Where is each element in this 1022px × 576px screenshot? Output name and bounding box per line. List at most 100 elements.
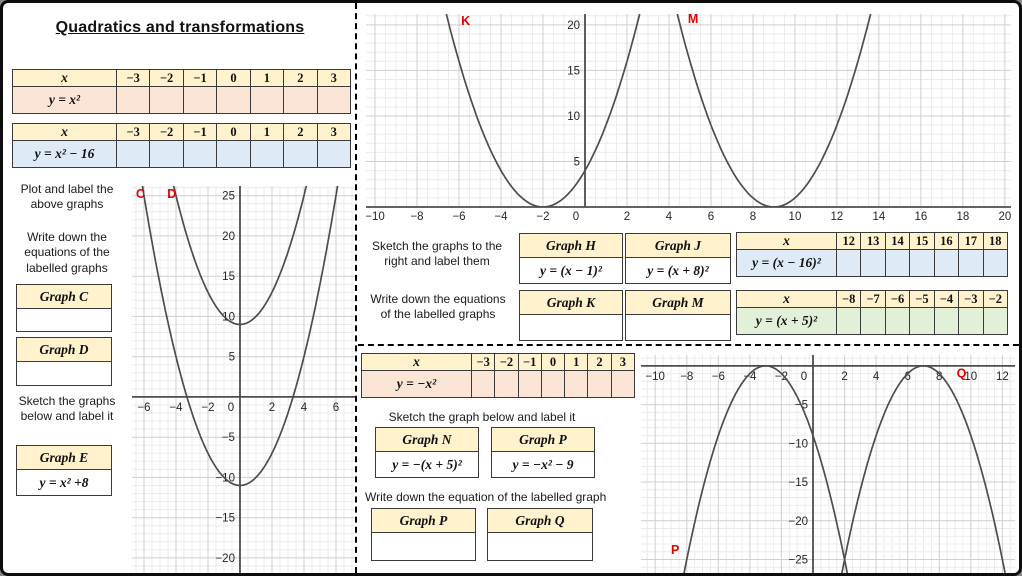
table-variable-header: x <box>12 69 117 87</box>
graph-m-box: Graph M <box>625 290 731 341</box>
table-x-value: 17 <box>958 232 984 250</box>
svg-text:10: 10 <box>567 111 580 123</box>
table-y-equals-x-squared-minus-16: x −3 −2 −1 0 1 2 3 y = x² − 16 <box>12 123 352 168</box>
svg-text:8: 8 <box>750 211 756 223</box>
graph-q-box: Graph Q <box>487 508 593 561</box>
table-answer-cell <box>982 307 1009 335</box>
table-equation-label: y = x² <box>12 86 117 114</box>
svg-text:−15: −15 <box>788 477 808 489</box>
table-answer-cell <box>316 140 352 168</box>
table-answer-cell <box>470 370 496 398</box>
svg-text:−2: −2 <box>536 211 549 223</box>
table-x-value: 1 <box>249 123 285 141</box>
table-answer-cell <box>564 370 589 398</box>
table-answer-cell <box>884 249 911 277</box>
graph-n-box-equation: y = −(x + 5)² <box>376 452 478 477</box>
table-x-value: −3 <box>115 69 151 87</box>
svg-text:−6: −6 <box>712 371 725 383</box>
svg-text:15: 15 <box>567 65 580 77</box>
graph-j-box: Graph J y = (x + 8)² <box>625 233 731 284</box>
table-x-value: 2 <box>283 123 318 141</box>
table-answer-cell <box>933 249 960 277</box>
svg-text:25: 25 <box>222 191 235 203</box>
svg-text:−15: −15 <box>215 513 235 525</box>
table-equation-label: y = (x − 16)² <box>736 249 837 277</box>
table-answer-cell <box>149 140 184 168</box>
table-x-value: −3 <box>958 290 984 308</box>
svg-text:20: 20 <box>999 211 1011 223</box>
graph-p-answer-box-answer <box>372 533 475 560</box>
table-y-equals-x-plus-5-squared: x −8 −7 −6 −5 −4 −3 −2 y = (x + 5)² <box>736 290 1009 335</box>
graph-e-box-title: Graph E <box>17 446 111 470</box>
table-x-value: −4 <box>933 290 960 308</box>
graph-d-box: Graph D <box>16 337 112 386</box>
table-answer-cell <box>909 249 935 277</box>
svg-text:2: 2 <box>624 211 630 223</box>
table-answer-cell <box>909 307 935 335</box>
table-y-equals-x-squared: x −3 −2 −1 0 1 2 3 y = x² <box>12 69 352 114</box>
graph-c-box-answer <box>17 309 111 331</box>
graph-k-box: Graph K <box>519 290 623 341</box>
table-answer-cell <box>587 370 612 398</box>
svg-text:0: 0 <box>573 211 579 223</box>
svg-text:2: 2 <box>841 371 847 383</box>
graph-p-sketch-box-title: Graph P <box>492 428 594 452</box>
instruction-write-equation-bottom: Write down the equation of the labelled … <box>365 490 607 504</box>
svg-text:−4: −4 <box>743 371 757 383</box>
svg-text:Q: Q <box>957 366 967 380</box>
table-x-value: 2 <box>283 69 318 87</box>
svg-text:15: 15 <box>222 271 235 283</box>
table-answer-cell <box>149 86 184 114</box>
svg-text:−8: −8 <box>410 211 423 223</box>
graph-m-box-answer <box>626 315 730 340</box>
graph-km-plot: −10 −8 −6 −4 −2 0 2 4 6 8 10 12 14 16 18 20 5 10 15 20 K M <box>365 12 1011 224</box>
table-equation-label: y = −x² <box>361 370 472 398</box>
svg-text:−4: −4 <box>494 211 508 223</box>
graph-n-box: Graph N y = −(x + 5)² <box>375 427 479 478</box>
worksheet-title: Quadratics and transformations <box>55 19 305 36</box>
table-x-value: 1 <box>564 353 589 371</box>
graph-h-box: Graph H y = (x − 1)² <box>519 233 623 284</box>
svg-text:−6: −6 <box>137 402 150 414</box>
svg-text:K: K <box>461 14 470 28</box>
table-x-value: 13 <box>860 232 886 250</box>
instruction-write-equations-mid: Write down the equations of the labelled… <box>370 292 506 322</box>
table-x-value: 1 <box>249 69 285 87</box>
table-x-value: −2 <box>982 290 1009 308</box>
table-variable-header: x <box>736 290 837 308</box>
table-answer-cell <box>249 140 285 168</box>
horizontal-divider <box>358 344 1019 346</box>
svg-text:6: 6 <box>708 211 714 223</box>
svg-text:8: 8 <box>936 371 942 383</box>
svg-text:C: C <box>136 187 145 201</box>
table-answer-cell <box>249 86 285 114</box>
svg-text:6: 6 <box>333 402 339 414</box>
svg-text:−8: −8 <box>680 371 693 383</box>
graph-h-box-title: Graph H <box>520 234 622 258</box>
table-answer-cell <box>884 307 911 335</box>
table-answer-cell <box>835 249 862 277</box>
table-answer-cell <box>517 370 542 398</box>
svg-text:−10: −10 <box>788 438 808 450</box>
table-y-equals-negative-x-squared: x −3 −2 −1 0 1 2 3 y = −x² <box>361 353 636 398</box>
svg-text:16: 16 <box>915 211 928 223</box>
graph-j-box-title: Graph J <box>626 234 730 258</box>
graph-j-box-equation: y = (x + 8)² <box>626 258 730 283</box>
svg-text:4: 4 <box>666 211 673 223</box>
table-answer-cell <box>860 307 886 335</box>
table-x-value: 0 <box>216 123 251 141</box>
graph-d-box-answer <box>17 362 111 385</box>
table-answer-cell <box>610 370 636 398</box>
table-answer-cell <box>860 249 886 277</box>
graph-h-box-equation: y = (x − 1)² <box>520 258 622 283</box>
graph-c-box-title: Graph C <box>17 285 111 309</box>
graph-m-box-title: Graph M <box>626 291 730 315</box>
table-x-value: −8 <box>835 290 862 308</box>
svg-text:−25: −25 <box>788 555 808 567</box>
graph-k-box-answer <box>520 315 622 340</box>
table-answer-cell <box>494 370 519 398</box>
table-equation-label: y = x² − 16 <box>12 140 117 168</box>
instruction-sketch-below-mid: Sketch the graph below and label it <box>388 410 576 424</box>
graph-p-sketch-box-equation: y = −x² − 9 <box>492 452 594 477</box>
